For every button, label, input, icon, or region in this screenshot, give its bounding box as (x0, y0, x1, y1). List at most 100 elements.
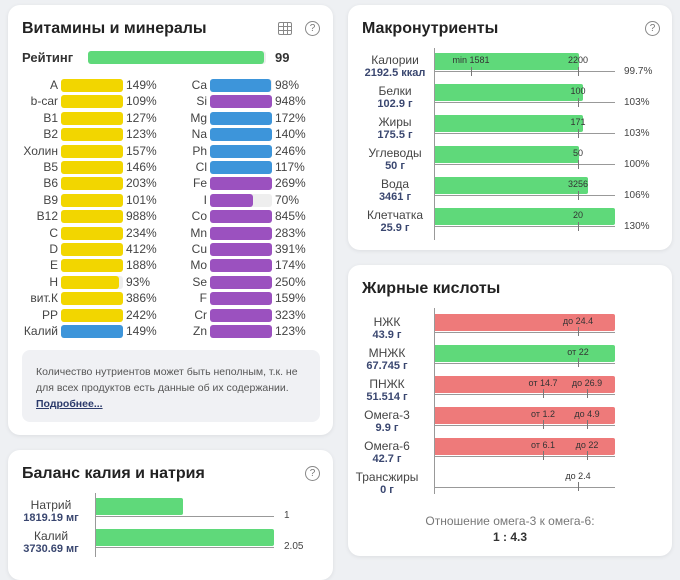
macro-label: Клетчатка 25.9 г (350, 209, 440, 235)
limit-label: до 26.9 (571, 378, 603, 388)
nutrient-label: I (203, 192, 207, 207)
limit-tick (543, 451, 544, 460)
limit-label: до 2.4 (565, 471, 591, 481)
nutrient-label: Cr (194, 307, 207, 322)
nutrient-percent: 157% (126, 143, 157, 158)
fat-name: МНЖК (368, 346, 406, 360)
nutrient-fill (210, 144, 272, 158)
nutrient-bar (210, 79, 272, 92)
more-link[interactable]: Подробнее... (36, 398, 103, 410)
macro-value: 25.9 г (380, 222, 410, 234)
limit-tick (578, 327, 579, 336)
nutrient-percent: 127% (126, 110, 157, 125)
nutrient-fill (210, 275, 272, 289)
nutrient-bar (210, 292, 272, 306)
nutrient-bar (61, 210, 123, 224)
limit-label: от 14.7 (528, 378, 558, 388)
macro-baseline (435, 133, 615, 134)
limit-tick (587, 420, 588, 429)
macro-label: Калории 2192.5 ккал (350, 54, 440, 80)
target-label: 3256 (567, 179, 589, 189)
nutrient-fill (61, 275, 119, 289)
macro-value: 2192.5 ккал (364, 67, 426, 79)
balance-baseline (96, 547, 274, 548)
macro-bar (435, 84, 584, 101)
balance-bar (96, 529, 274, 546)
balance-label: Натрий 1819.19 мг (6, 499, 96, 525)
fat-baseline (435, 456, 615, 457)
nutrient-fill (61, 259, 123, 273)
vitamins-card: Витамины и минералы ? Рейтинг 99 A 149% b-… (8, 5, 333, 435)
fat-bar (435, 407, 615, 424)
limit-tick (578, 358, 579, 367)
omega-ratio-value: 1 : 4.3 (492, 530, 528, 544)
nutrient-bar (210, 259, 272, 273)
macro-percent: 103% (624, 97, 650, 108)
nutrient-percent: 203% (126, 176, 157, 191)
nutrient-fill (61, 243, 123, 256)
macro-percent: 103% (624, 128, 650, 139)
macro-name: Углеводы (368, 146, 422, 160)
nutrient-fill (61, 210, 123, 224)
target-label: 2200 (567, 55, 589, 65)
nutrient-bar (210, 95, 272, 109)
fat-baseline (435, 363, 615, 364)
nutrient-percent: 188% (126, 258, 157, 273)
fat-label: Трансжиры 0 г (342, 471, 432, 497)
macro-label: Белки 102.9 г (350, 85, 440, 111)
fat-bar (435, 314, 615, 331)
fats-card: Жирные кислоты НЖК 43.9 г до 24.4 МНЖК 67.74… (348, 265, 672, 556)
macro-bar (435, 208, 615, 225)
help-icon[interactable]: ? (645, 21, 660, 36)
nutrient-bar (61, 308, 123, 322)
fat-value: 43.9 г (372, 329, 402, 341)
nutrient-bar (210, 111, 272, 125)
macro-name: Калории (371, 53, 419, 67)
fat-bar (435, 376, 615, 393)
chart-axis (434, 308, 435, 494)
nutrient-label: PP (41, 307, 58, 322)
help-icon[interactable]: ? (305, 21, 320, 36)
nutrient-label: B5 (43, 160, 58, 174)
balance-card: Баланс калия и натрия ? Натрий 1819.19 мг… (8, 450, 333, 580)
balance-value: 1819.19 мг (23, 512, 79, 524)
nutrient-percent: 159% (275, 291, 306, 306)
balance-value: 3730.69 мг (23, 543, 79, 555)
nutrient-label: B9 (43, 192, 58, 207)
macro-label: Жиры 175.5 г (350, 116, 440, 142)
nutrient-bar (61, 292, 123, 306)
nutrient-percent: 386% (126, 291, 157, 306)
nutrient-bar (61, 161, 123, 174)
fat-baseline (435, 332, 615, 333)
nutrient-percent: 323% (275, 307, 306, 322)
nutrient-label: Se (192, 274, 207, 289)
limit-label: до 22 (575, 440, 599, 450)
macro-bar (435, 146, 579, 163)
nutrient-label: A (49, 78, 58, 92)
nutrient-bar (210, 177, 272, 191)
nutrient-label: F (199, 291, 207, 306)
nutrient-fill (210, 79, 271, 92)
nutrient-bar (210, 161, 272, 174)
vitamins-title: Витамины и минералы (22, 20, 207, 37)
omega-ratio-label: Отношение омега-3 к омега-6: (425, 514, 595, 528)
nutrient-label: H (49, 274, 58, 289)
note-text: Количество нутриентов может быть неполны… (36, 366, 298, 394)
target-label: 171 (570, 117, 586, 127)
nutrient-fill (61, 95, 123, 109)
fat-name: ПНЖК (369, 377, 405, 391)
balance-baseline (96, 516, 274, 517)
nutrient-bar (61, 111, 123, 125)
macro-percent: 99.7% (624, 66, 653, 77)
nutrient-bar (61, 226, 123, 240)
balance-name: Калий (33, 529, 69, 543)
nutrient-fill (61, 177, 123, 191)
help-icon[interactable]: ? (305, 466, 320, 481)
nutrient-bar (210, 308, 272, 322)
macro-bar (435, 115, 584, 132)
nutrient-fill (61, 325, 123, 338)
macro-name: Белки (378, 84, 412, 98)
table-icon[interactable] (278, 22, 292, 35)
macro-bar (435, 53, 579, 70)
nutrient-fill (61, 144, 123, 158)
